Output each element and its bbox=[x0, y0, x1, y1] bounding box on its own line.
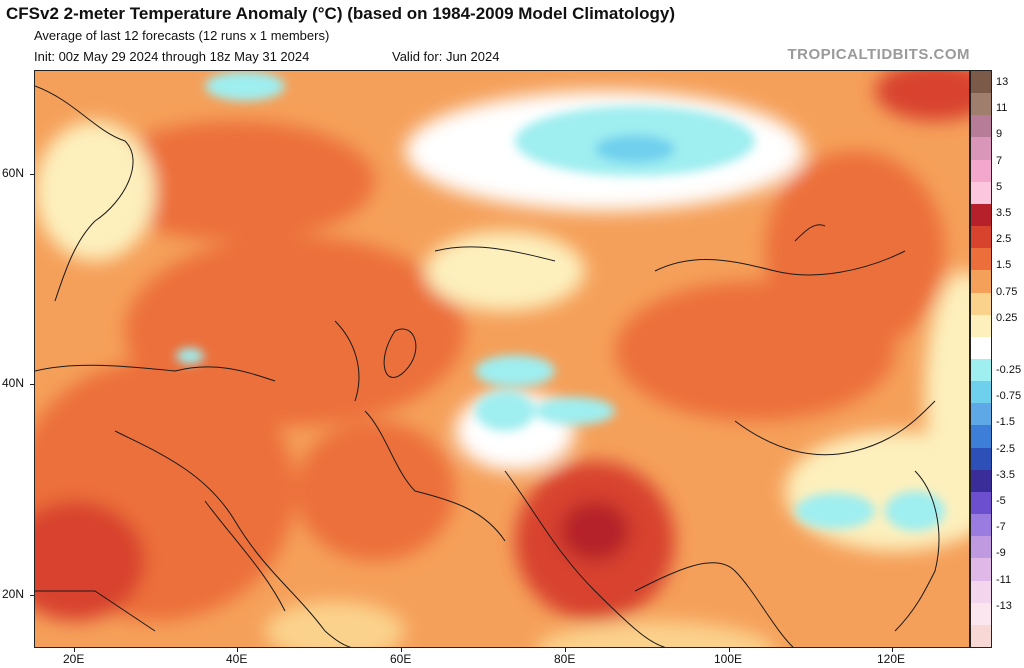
colorbar-segment bbox=[971, 491, 991, 515]
colorbar-segment bbox=[971, 203, 991, 227]
colorbar-segment bbox=[971, 403, 991, 426]
chart-subtitle: Average of last 12 forecasts (12 runs x … bbox=[34, 28, 330, 43]
colorbar-segment bbox=[971, 469, 991, 493]
colorbar-segment bbox=[971, 447, 991, 471]
colorbar-segment bbox=[971, 93, 991, 116]
colorbar-label: -13 bbox=[996, 599, 1012, 612]
colorbar-label: -9 bbox=[996, 547, 1006, 560]
lat-tick bbox=[30, 384, 34, 385]
colorbar-label: 9 bbox=[996, 128, 1003, 141]
colorbar-label: -5 bbox=[996, 495, 1006, 507]
colorbar-label: -1.5 bbox=[996, 416, 1015, 429]
colorbar-segment bbox=[971, 314, 991, 338]
colorbar-segment bbox=[971, 336, 991, 360]
colorbar-label: 5 bbox=[996, 180, 1003, 193]
colorbar-label: 3.5 bbox=[996, 207, 1012, 219]
colorbar-segment bbox=[971, 292, 991, 316]
colorbar-segment bbox=[971, 115, 991, 138]
lon-tick bbox=[237, 648, 238, 652]
colorbar-label: 7 bbox=[996, 154, 1003, 167]
colorbar-segment bbox=[971, 558, 991, 582]
lon-label-80e: 80E bbox=[554, 652, 576, 666]
lat-label-60n: 60N bbox=[2, 166, 25, 180]
lat-label-20n: 20N bbox=[2, 587, 25, 601]
colorbar-label: -0.25 bbox=[996, 364, 1022, 376]
anomaly-map bbox=[35, 71, 969, 647]
colorbar-segment bbox=[971, 248, 991, 271]
lon-label-100e: 100E bbox=[714, 652, 743, 666]
lon-label-20e: 20E bbox=[63, 652, 85, 666]
colorbar-label: -0.75 bbox=[996, 390, 1022, 403]
colorbar-segment bbox=[971, 159, 991, 183]
colorbar-segment bbox=[971, 137, 991, 161]
lon-tick bbox=[565, 648, 566, 652]
chart-title: CFSv2 2-meter Temperature Anomaly (°C) (… bbox=[6, 4, 676, 23]
colorbar-label: 0.75 bbox=[996, 285, 1018, 298]
colorbar-segment bbox=[971, 602, 991, 626]
lon-tick bbox=[892, 648, 893, 652]
valid-time: Valid for: Jun 2024 bbox=[392, 49, 500, 64]
lat-tick bbox=[30, 595, 34, 596]
colorbar bbox=[970, 70, 992, 648]
lon-tick bbox=[729, 648, 730, 652]
colorbar-segment bbox=[971, 536, 991, 559]
lat-tick bbox=[30, 174, 34, 175]
colorbar-label: 13 bbox=[996, 76, 1009, 88]
colorbar-label: 0.25 bbox=[996, 311, 1018, 324]
colorbar-segment bbox=[971, 270, 991, 294]
map-panel bbox=[34, 70, 970, 648]
colorbar-segment bbox=[971, 181, 991, 205]
colorbar-label: -3.5 bbox=[996, 468, 1015, 481]
colorbar-label: 1.5 bbox=[996, 259, 1012, 272]
lon-tick bbox=[74, 648, 75, 652]
lon-label-60e: 60E bbox=[390, 652, 412, 666]
coastlines bbox=[35, 85, 940, 647]
colorbar-segment bbox=[971, 71, 991, 94]
colorbar-segment bbox=[971, 381, 991, 404]
colorbar-segment bbox=[971, 624, 991, 648]
source-credit: TROPICALTIDBITS.COM bbox=[787, 46, 970, 63]
lon-label-120e: 120E bbox=[877, 652, 906, 666]
colorbar-label: -7 bbox=[996, 521, 1006, 534]
colorbar-label: 2.5 bbox=[996, 233, 1012, 246]
lon-label-40e: 40E bbox=[226, 652, 248, 666]
lat-label-40n: 40N bbox=[2, 376, 25, 390]
colorbar-segment bbox=[971, 425, 991, 449]
colorbar-segment bbox=[971, 226, 991, 249]
init-time: Init: 00z May 29 2024 through 18z May 31… bbox=[34, 49, 310, 64]
colorbar-segment bbox=[971, 359, 991, 382]
lon-tick bbox=[401, 648, 402, 652]
colorbar-segment bbox=[971, 580, 991, 604]
colorbar-label: -2.5 bbox=[996, 442, 1015, 455]
colorbar-label: -11 bbox=[996, 573, 1012, 586]
colorbar-segment bbox=[971, 514, 991, 537]
colorbar-label: 11 bbox=[996, 102, 1008, 115]
cold-anomaly-shading bbox=[176, 71, 945, 531]
